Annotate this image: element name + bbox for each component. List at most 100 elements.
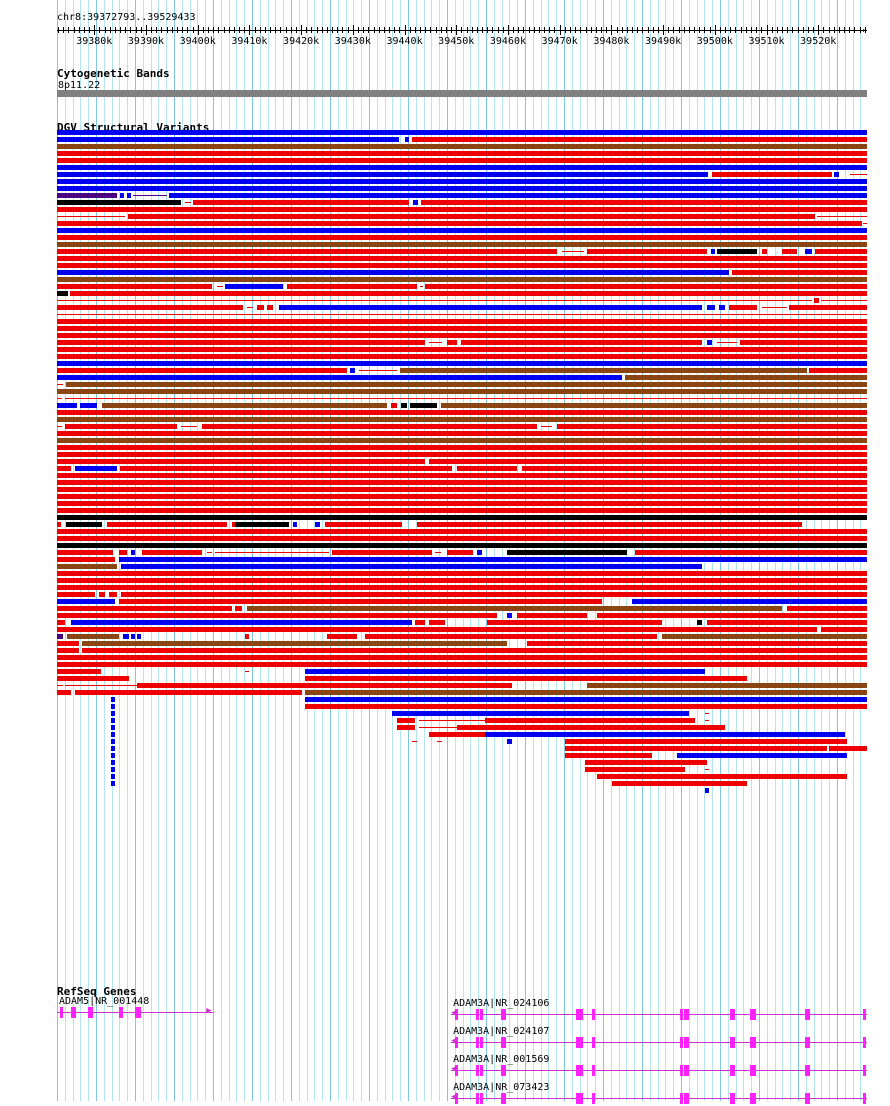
dgv-variant-segment[interactable]	[662, 634, 867, 639]
dgv-variant-segment[interactable]	[711, 249, 715, 254]
dgv-variant-segment[interactable]	[111, 704, 115, 709]
dgv-variant-segment[interactable]	[57, 578, 867, 583]
dgv-variant-segment[interactable]	[677, 753, 847, 758]
dgv-variant-segment[interactable]	[410, 403, 437, 408]
dgv-variant-segment[interactable]	[57, 501, 867, 506]
dgv-variant-segment[interactable]	[565, 753, 652, 758]
dgv-variant-segment[interactable]	[57, 375, 622, 380]
dgv-variant-segment[interactable]	[821, 300, 867, 301]
dgv-variant-segment[interactable]	[485, 732, 845, 737]
gene-exon[interactable]	[753, 1093, 757, 1104]
dgv-variant-segment[interactable]	[850, 174, 867, 175]
dgv-variant-segment[interactable]	[57, 263, 867, 268]
dgv-variant-segment[interactable]	[121, 564, 702, 569]
dgv-variant-segment[interactable]	[57, 564, 117, 569]
gene-exon[interactable]	[138, 1007, 141, 1018]
gene-exon[interactable]	[807, 1065, 811, 1076]
dgv-variant-segment[interactable]	[635, 550, 867, 555]
dgv-variant-segment[interactable]	[719, 305, 725, 310]
dgv-variant-segment[interactable]	[834, 172, 839, 177]
dgv-variant-segment[interactable]	[325, 522, 402, 527]
dgv-variant-segment[interactable]	[111, 718, 115, 723]
dgv-variant-segment[interactable]	[185, 202, 191, 203]
dgv-variant-segment[interactable]	[327, 634, 357, 639]
dgv-variant-segment[interactable]	[57, 361, 867, 366]
dgv-variant-segment[interactable]	[57, 172, 708, 177]
gene-exon[interactable]	[480, 1093, 484, 1104]
dgv-variant-segment[interactable]	[429, 342, 442, 343]
dgv-variant-segment[interactable]	[425, 284, 867, 289]
dgv-variant-segment[interactable]	[57, 249, 557, 254]
dgv-variant-segment[interactable]	[829, 746, 867, 751]
dgv-variant-segment[interactable]	[405, 137, 409, 142]
dgv-variant-segment[interactable]	[120, 193, 124, 198]
gene-exon[interactable]	[680, 1037, 684, 1048]
dgv-variant-segment[interactable]	[565, 739, 599, 744]
dgv-variant-segment[interactable]	[57, 130, 867, 135]
dgv-variant-segment[interactable]	[99, 592, 105, 597]
dgv-variant-segment[interactable]	[65, 424, 177, 429]
gene-exon[interactable]	[476, 1093, 480, 1104]
dgv-variant-segment[interactable]	[57, 410, 867, 415]
dgv-variant-segment[interactable]	[267, 305, 273, 310]
gene-exon[interactable]	[501, 1009, 505, 1020]
dgv-variant-segment[interactable]	[131, 550, 135, 555]
gene-exon[interactable]	[680, 1093, 684, 1104]
dgv-variant-segment[interactable]	[133, 195, 167, 196]
gene-exon[interactable]	[680, 1065, 684, 1076]
dgv-variant-segment[interactable]	[57, 291, 68, 296]
dgv-variant-segment[interactable]	[57, 305, 243, 310]
dgv-variant-segment[interactable]	[401, 403, 407, 408]
dgv-variant-segment[interactable]	[225, 284, 283, 289]
gene-exon[interactable]	[730, 1093, 734, 1104]
dgv-variant-segment[interactable]	[57, 207, 867, 212]
gene-exon[interactable]	[750, 1065, 754, 1076]
gene-exon[interactable]	[580, 1009, 584, 1020]
dgv-variant-segment[interactable]	[57, 515, 867, 520]
dgv-variant-segment[interactable]	[429, 732, 489, 737]
dgv-variant-segment[interactable]	[57, 347, 867, 352]
gene-exon[interactable]	[476, 1037, 480, 1048]
dgv-variant-segment[interactable]	[57, 662, 867, 667]
dgv-variant-segment[interactable]	[305, 669, 705, 674]
dgv-variant-segment[interactable]	[417, 522, 802, 527]
dgv-variant-segment[interactable]	[120, 466, 452, 471]
dgv-variant-segment[interactable]	[57, 314, 867, 315]
dgv-variant-segment[interactable]	[257, 305, 264, 310]
dgv-variant-segment[interactable]	[712, 172, 832, 177]
dgv-variant-segment[interactable]	[109, 592, 117, 597]
dgv-variant-segment[interactable]	[202, 424, 537, 429]
dgv-variant-segment[interactable]	[57, 300, 812, 301]
dgv-variant-segment[interactable]	[247, 606, 782, 611]
dgv-variant-segment[interactable]	[429, 459, 867, 464]
dgv-variant-segment[interactable]	[111, 760, 115, 765]
dgv-variant-segment[interactable]	[293, 522, 297, 527]
dgv-variant-segment[interactable]	[111, 739, 115, 744]
dgv-variant-segment[interactable]	[332, 550, 432, 555]
dgv-variant-segment[interactable]	[522, 466, 867, 471]
gene-exon[interactable]	[503, 1065, 507, 1076]
dgv-variant-segment[interactable]	[421, 200, 867, 205]
gene-exon[interactable]	[753, 1037, 757, 1048]
dgv-variant-segment[interactable]	[587, 249, 707, 254]
dgv-variant-segment[interactable]	[391, 403, 397, 408]
dgv-variant-segment[interactable]	[397, 725, 415, 730]
dgv-variant-segment[interactable]	[111, 753, 115, 758]
dgv-variant-segment[interactable]	[597, 613, 867, 618]
dgv-variant-segment[interactable]	[782, 249, 797, 254]
gene-exon[interactable]	[686, 1093, 690, 1104]
dgv-variant-segment[interactable]	[625, 375, 867, 380]
dgv-variant-segment[interactable]	[57, 333, 867, 338]
dgv-variant-segment[interactable]	[57, 648, 79, 653]
gene-exon[interactable]	[480, 1009, 484, 1020]
dgv-variant-segment[interactable]	[137, 634, 141, 639]
gene-exon[interactable]	[476, 1009, 480, 1020]
dgv-variant-segment[interactable]	[57, 186, 867, 191]
dgv-variant-segment[interactable]	[562, 251, 584, 252]
dgv-variant-segment[interactable]	[705, 713, 709, 714]
gene-exon[interactable]	[730, 1065, 734, 1076]
dgv-variant-segment[interactable]	[245, 634, 249, 639]
gene-exon[interactable]	[807, 1093, 811, 1104]
dgv-variant-segment[interactable]	[57, 384, 63, 385]
dgv-variant-segment[interactable]	[740, 340, 867, 345]
